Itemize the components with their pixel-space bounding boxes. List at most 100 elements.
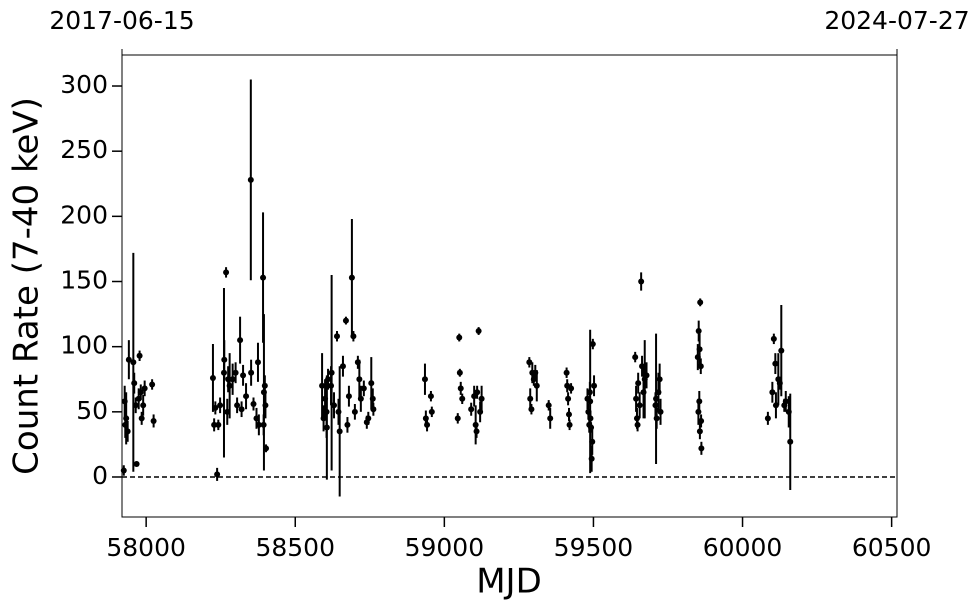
data-point [140, 402, 147, 409]
data-point [468, 406, 475, 413]
data-point [547, 415, 554, 422]
y-axis-label: Count Rate (7-40 keV) [7, 97, 47, 475]
data-point [328, 369, 335, 376]
data-point [223, 269, 230, 276]
data-point [424, 421, 431, 428]
data-point [475, 328, 482, 335]
data-point [454, 415, 461, 422]
data-point [565, 411, 572, 418]
y-tick-label: 50 [76, 396, 108, 425]
data-point [787, 438, 794, 445]
top-tick-label: 2017-06-15 [49, 6, 194, 35]
data-point [478, 395, 485, 402]
y-tick-label: 200 [60, 200, 108, 229]
data-point [348, 274, 355, 281]
data-point [149, 381, 156, 388]
data-point [232, 369, 239, 376]
data-point [369, 395, 376, 402]
y-tick-label: 100 [60, 331, 108, 360]
data-point [695, 328, 702, 335]
data-point [211, 421, 218, 428]
top-tick-label: 2024-07-27 [824, 6, 969, 35]
data-point [427, 393, 434, 400]
data-point [237, 337, 244, 344]
data-point [319, 382, 326, 389]
data-point [214, 471, 221, 478]
data-point [459, 395, 466, 402]
data-point [657, 408, 664, 415]
data-point [209, 374, 216, 381]
data-point [217, 402, 224, 409]
data-point [782, 398, 789, 405]
data-point [456, 369, 463, 376]
data-point [545, 402, 552, 409]
x-tick-label: 59000 [405, 533, 485, 562]
data-point [339, 363, 346, 370]
data-point [350, 333, 357, 340]
data-point [370, 406, 377, 413]
y-tick-label: 0 [92, 461, 108, 490]
data-point [331, 402, 338, 409]
data-point [260, 421, 267, 428]
data-point [697, 363, 704, 370]
data-point [336, 428, 343, 435]
data-point [356, 376, 363, 383]
data-point [255, 421, 262, 428]
data-point [696, 428, 703, 435]
data-point [262, 402, 269, 409]
data-point [221, 356, 228, 363]
y-tick-label: 150 [60, 266, 108, 295]
data-point [589, 341, 596, 348]
data-point [333, 333, 340, 340]
data-point [131, 380, 138, 387]
data-point [772, 360, 779, 367]
data-point [770, 335, 777, 342]
data-point [342, 317, 349, 324]
data-point [633, 395, 640, 402]
data-point [764, 415, 771, 422]
data-point [527, 395, 534, 402]
data-point [636, 402, 643, 409]
data-point [528, 406, 535, 413]
data-point [697, 299, 704, 306]
data-point [457, 385, 464, 392]
data-point [345, 393, 352, 400]
x-axis-label: MJD [476, 562, 542, 602]
data-point [234, 402, 241, 409]
x-tick-label: 58000 [106, 533, 186, 562]
data-point [656, 376, 663, 383]
data-point [240, 372, 247, 379]
x-tick-label: 60500 [852, 533, 932, 562]
plot-frame [121, 54, 898, 518]
data-point [238, 406, 245, 413]
data-point [137, 389, 144, 396]
data-point [653, 415, 660, 422]
data-point [323, 424, 330, 431]
data-point [632, 354, 639, 361]
data-point [368, 380, 375, 387]
data-point [652, 402, 659, 409]
x-tick-label: 59500 [554, 533, 634, 562]
y-tick-label: 250 [60, 135, 108, 164]
data-point [243, 393, 250, 400]
x-tick-label: 58500 [255, 533, 335, 562]
data-point [698, 417, 705, 424]
data-point [428, 408, 435, 415]
data-point [229, 376, 236, 383]
data-point [365, 415, 372, 422]
data-point [254, 359, 261, 366]
data-point [587, 398, 594, 405]
data-point [138, 415, 145, 422]
data-point [526, 359, 533, 366]
data-point [263, 445, 270, 452]
data-point [226, 382, 233, 389]
data-point [568, 385, 575, 392]
data-point [360, 385, 367, 392]
data-point [260, 274, 267, 281]
data-point [421, 376, 428, 383]
data-point [133, 460, 140, 467]
data-point [123, 415, 130, 422]
data-point [250, 401, 257, 408]
